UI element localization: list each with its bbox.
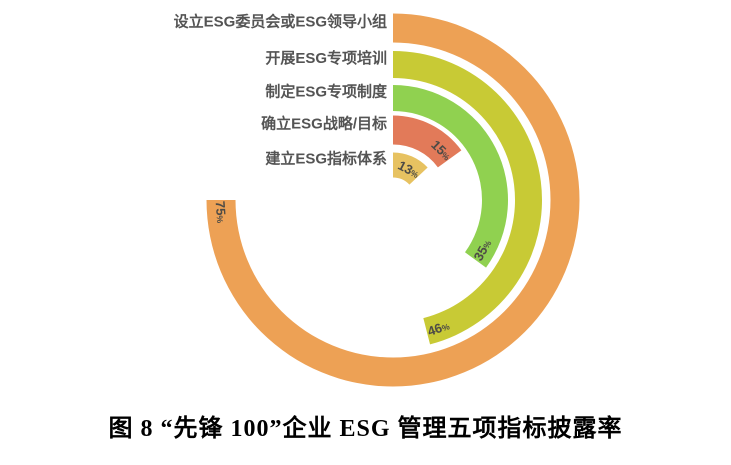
ring-arc-1 xyxy=(393,51,542,345)
figure-caption: 图 8 “先锋 100”企业 ESG 管理五项指标披露率 xyxy=(108,416,623,442)
radial-chart: 设立ESG委员会或ESG领导小组 75% 开展ESG专项培训 46% 制定ESG专项制度… xyxy=(174,13,580,387)
category-label-2: 制定ESG专项制度 xyxy=(265,83,388,101)
category-label-3: 确立ESG战略/目标 xyxy=(261,115,387,133)
category-label-4: 建立ESG指标体系 xyxy=(265,150,387,168)
category-label-0: 设立ESG委员会或ESG领导小组 xyxy=(174,13,387,31)
ring-arc-3 xyxy=(393,115,462,168)
category-label-1: 开展ESG专项培训 xyxy=(265,49,387,67)
arc-value-label-2: 35% xyxy=(470,236,494,263)
arc-value-label-1: 46% xyxy=(425,317,451,339)
ring-arc-2 xyxy=(393,85,509,268)
arc-value-label-4: 13% xyxy=(396,157,423,181)
arc-value-label-0: 75% xyxy=(213,200,230,223)
ring-arc-4 xyxy=(393,152,428,185)
radial-chart-svg: 设立ESG委员会或ESG领导小组 75% 开展ESG专项培训 46% 制定ESG专项制度… xyxy=(174,13,580,387)
